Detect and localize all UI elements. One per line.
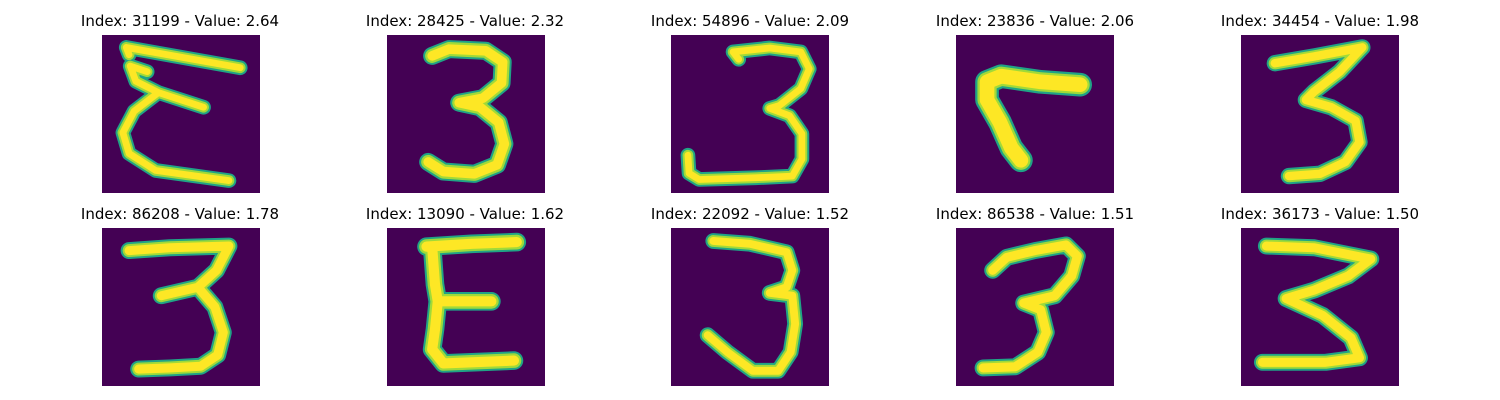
tile-title: Index: 23836 - Value: 2.06: [935, 12, 1135, 30]
digit-image: [956, 35, 1114, 193]
digit-image: [387, 228, 545, 386]
digit-image: [102, 35, 260, 193]
digit-image: [387, 35, 545, 193]
tile-title: Index: 54896 - Value: 2.09: [650, 12, 850, 30]
digit-image: [1241, 228, 1399, 386]
tile-title: Index: 86208 - Value: 1.78: [80, 205, 280, 223]
digit-image: [956, 228, 1114, 386]
tile-title: Index: 36173 - Value: 1.50: [1220, 205, 1420, 223]
tile-title: Index: 34454 - Value: 1.98: [1220, 12, 1420, 30]
digit-image: [1241, 35, 1399, 193]
digit-image: [671, 228, 829, 386]
tile-title: Index: 22092 - Value: 1.52: [650, 205, 850, 223]
tile-title: Index: 13090 - Value: 1.62: [365, 205, 565, 223]
tile-title: Index: 28425 - Value: 2.32: [365, 12, 565, 30]
digit-image: [102, 228, 260, 386]
digit-image: [671, 35, 829, 193]
tile-title: Index: 31199 - Value: 2.64: [80, 12, 280, 30]
tile-title: Index: 86538 - Value: 1.51: [935, 205, 1135, 223]
